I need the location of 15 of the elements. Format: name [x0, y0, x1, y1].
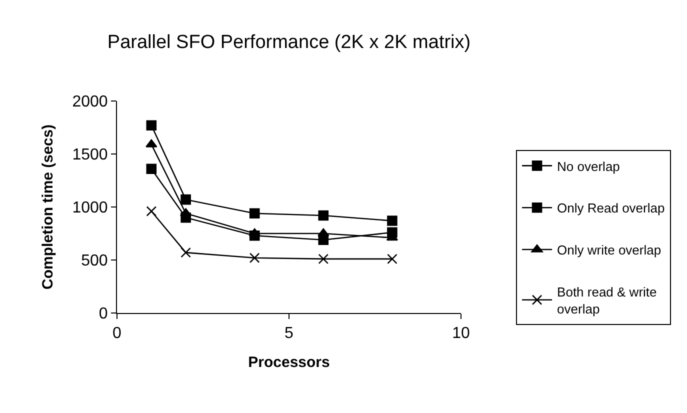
y-tick-label: 500: [81, 252, 108, 270]
y-tick-label: 2000: [72, 94, 108, 111]
legend-label: Only Read overlap: [557, 200, 665, 216]
x-tick-label: 5: [284, 325, 294, 342]
y-axis-title: Completion time (secs): [39, 124, 56, 290]
y-tick-label: 1000: [72, 200, 108, 217]
y-tick-label: 0: [98, 306, 108, 323]
x-tick-label: 10: [452, 325, 470, 342]
x-axis-title: Processors: [248, 354, 330, 372]
y-tick-label: 1500: [72, 146, 108, 164]
x-tick-label: 0: [112, 325, 122, 342]
chart-title: Parallel SFO Performance (2K x 2K matrix): [107, 32, 471, 53]
legend-label: Only write overlap: [557, 242, 662, 258]
legend-label: Both read & write overlap: [557, 284, 657, 316]
legend-label: No overlap: [557, 158, 620, 174]
